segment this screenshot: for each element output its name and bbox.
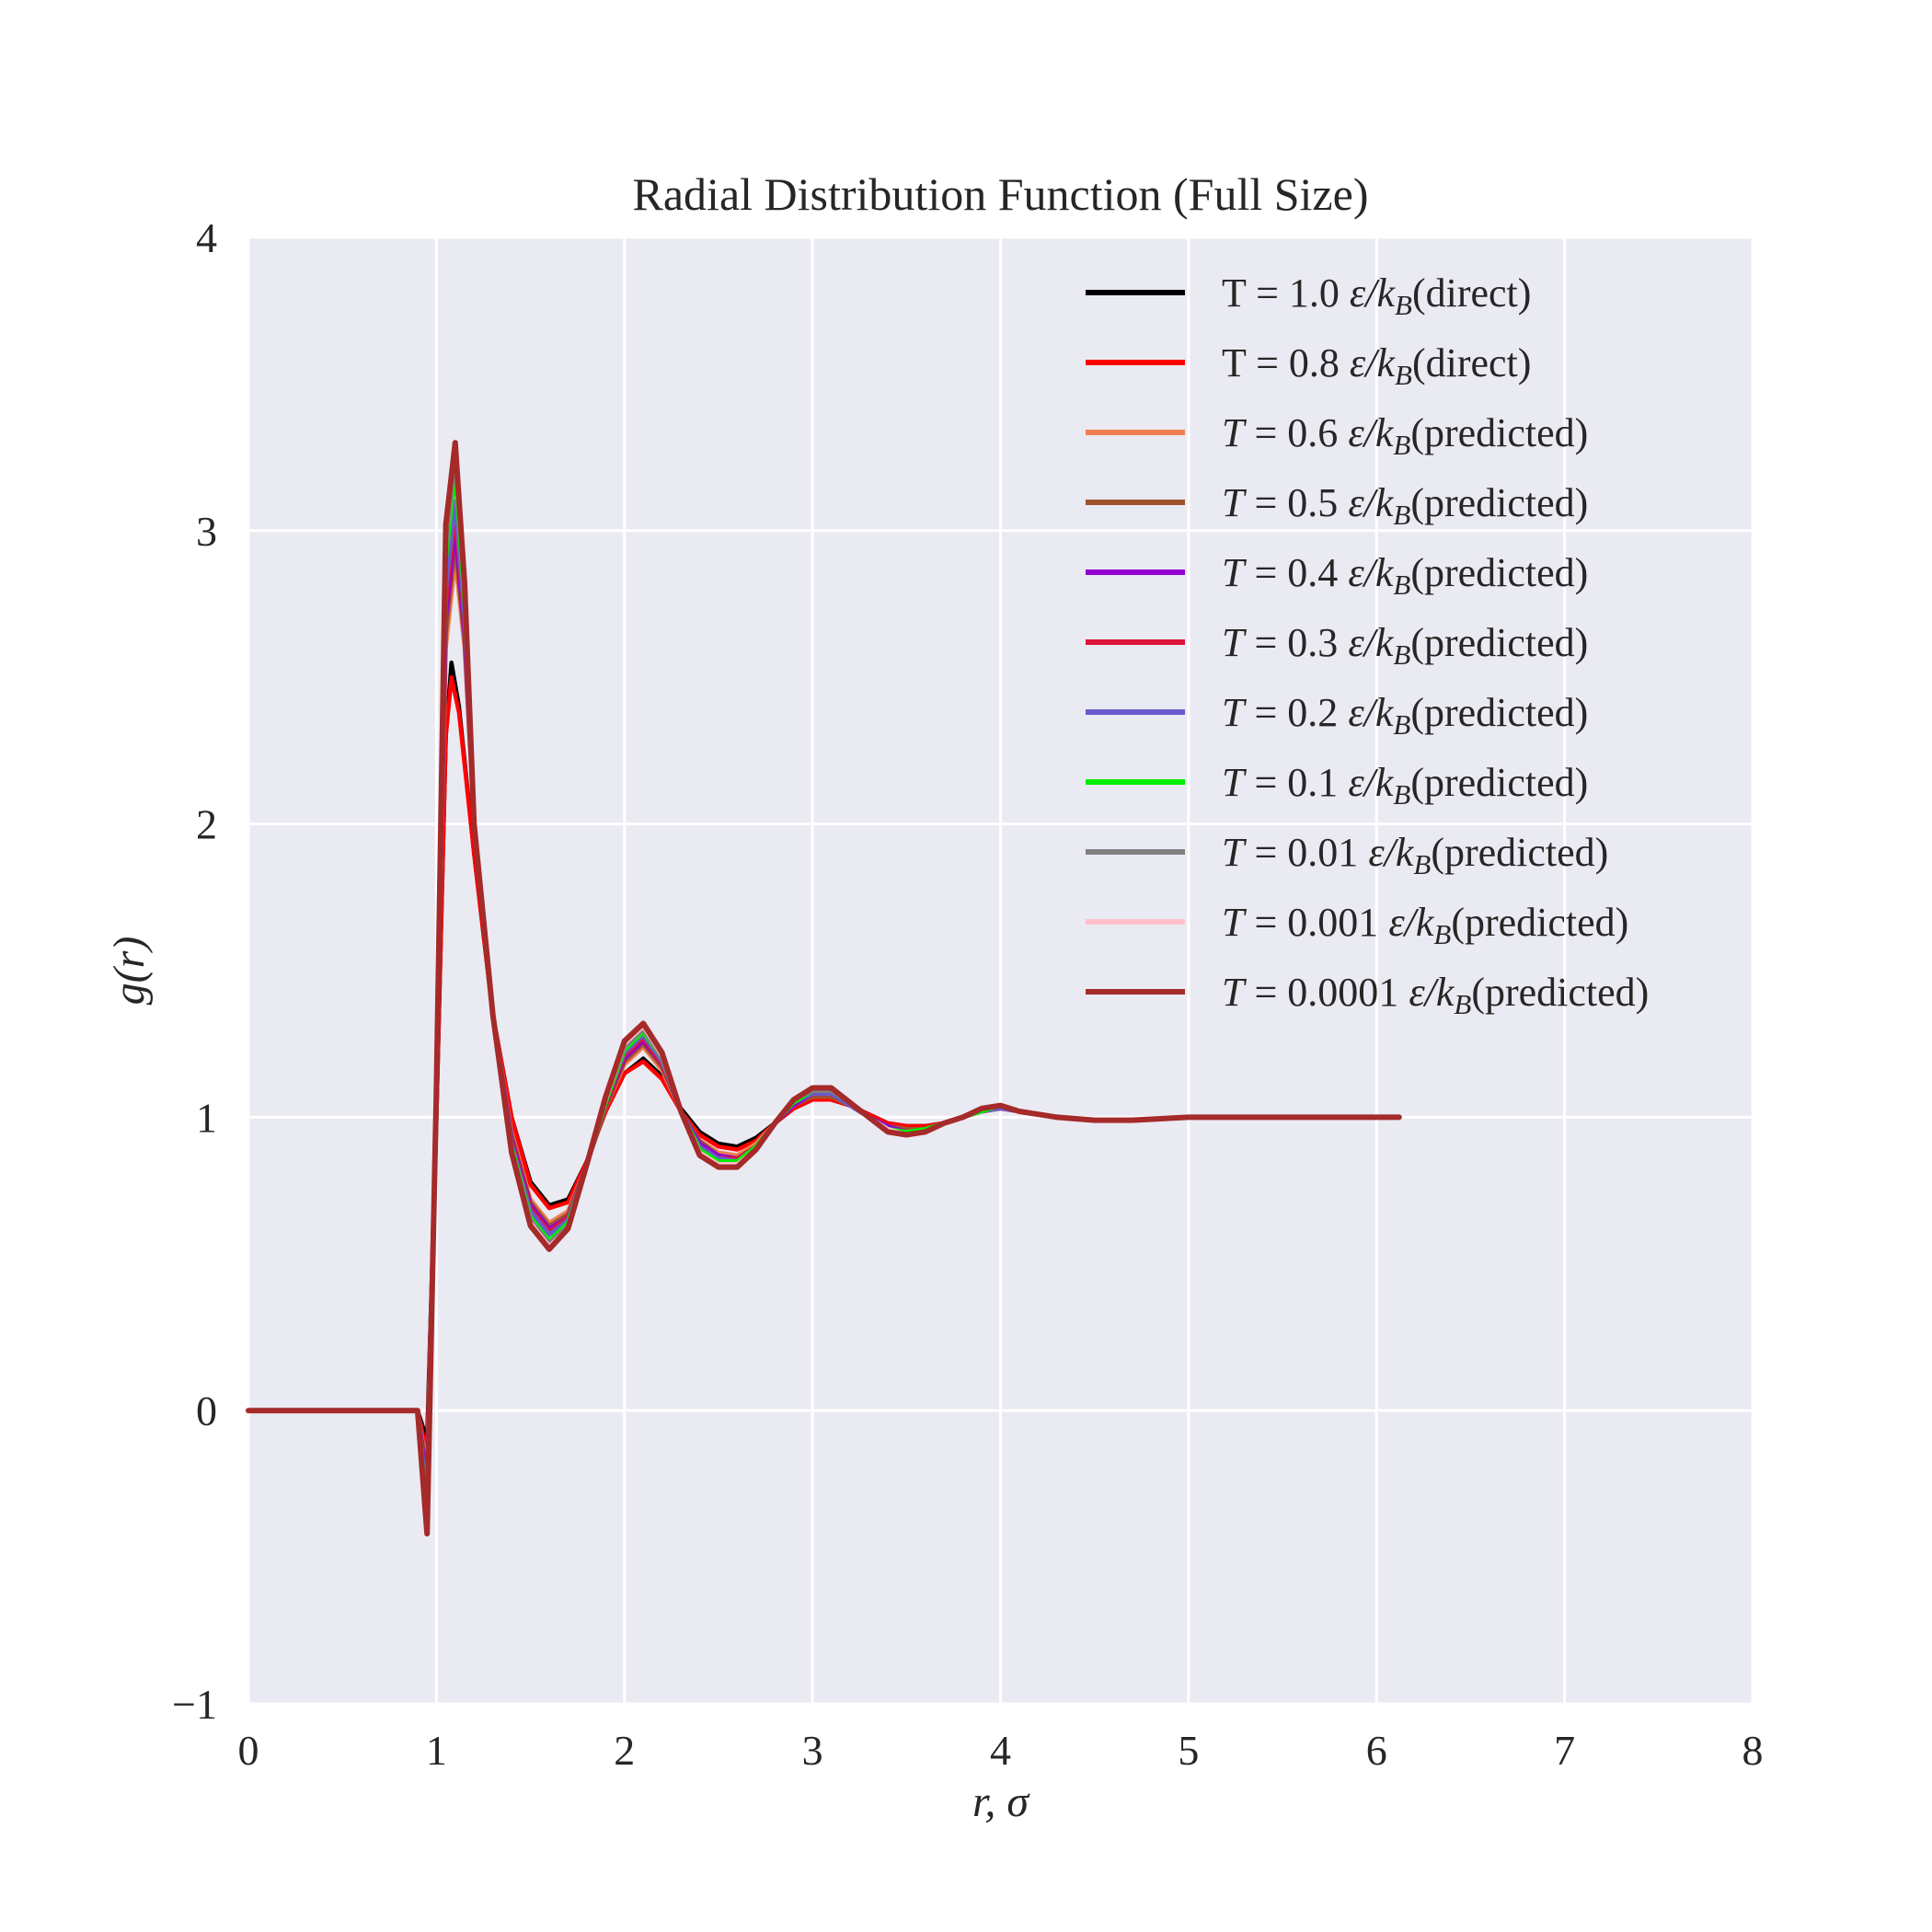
x-tick-label: 8 [1742,1727,1764,1774]
legend-entry: T = 0.4 ε/kB(predicted) [1222,550,1588,601]
legend-entry: T = 0.001 ε/kB(predicted) [1222,900,1628,950]
series-line [246,440,1402,1537]
legend-entry: T = 0.0001 ε/kB(predicted) [1222,970,1649,1020]
y-tick-label: −1 [172,1681,217,1728]
x-axis-label: r, σ [972,1777,1030,1826]
legend-entry: T = 1.0 ε/kB(direct) [1222,270,1531,321]
y-tick-label: 1 [196,1094,217,1141]
x-tick-label: 0 [238,1727,259,1774]
legend-entry: T = 0.8 ε/kB(direct) [1222,340,1531,391]
legend-entry: T = 0.01 ε/kB(predicted) [1222,830,1608,880]
grid-lines [247,236,1754,1706]
y-tick-label: 4 [196,214,217,261]
y-tick-label: 2 [196,801,217,848]
x-tick-label: 6 [1366,1727,1387,1774]
legend-entry: T = 0.5 ε/kB(predicted) [1222,480,1588,531]
tick-labels: 0 1 2 3 4 5 6 7 8 −1 0 1 2 3 4 [172,214,1763,1774]
legend-entry: T = 0.1 ε/kB(predicted) [1222,760,1588,811]
legend: T = 1.0 ε/kB(direct) T = 0.8 ε/kB(direct)… [1086,270,1649,1020]
chart-title: Radial Distribution Function (Full Size) [633,168,1369,220]
x-tick-label: 5 [1178,1727,1199,1774]
legend-entry: T = 0.3 ε/kB(predicted) [1222,620,1588,671]
x-tick-label: 2 [614,1727,635,1774]
legend-entry: T = 0.2 ε/kB(predicted) [1222,690,1588,741]
x-tick-label: 3 [802,1727,823,1774]
x-tick-label: 7 [1554,1727,1575,1774]
x-tick-label: 1 [426,1727,447,1774]
y-tick-label: 0 [196,1387,217,1434]
y-tick-label: 3 [196,508,217,555]
y-axis-label: g(r) [105,937,154,1006]
legend-entry: T = 0.6 ε/kB(predicted) [1222,410,1588,461]
x-tick-label: 4 [990,1727,1011,1774]
series-layer [246,440,1402,1537]
